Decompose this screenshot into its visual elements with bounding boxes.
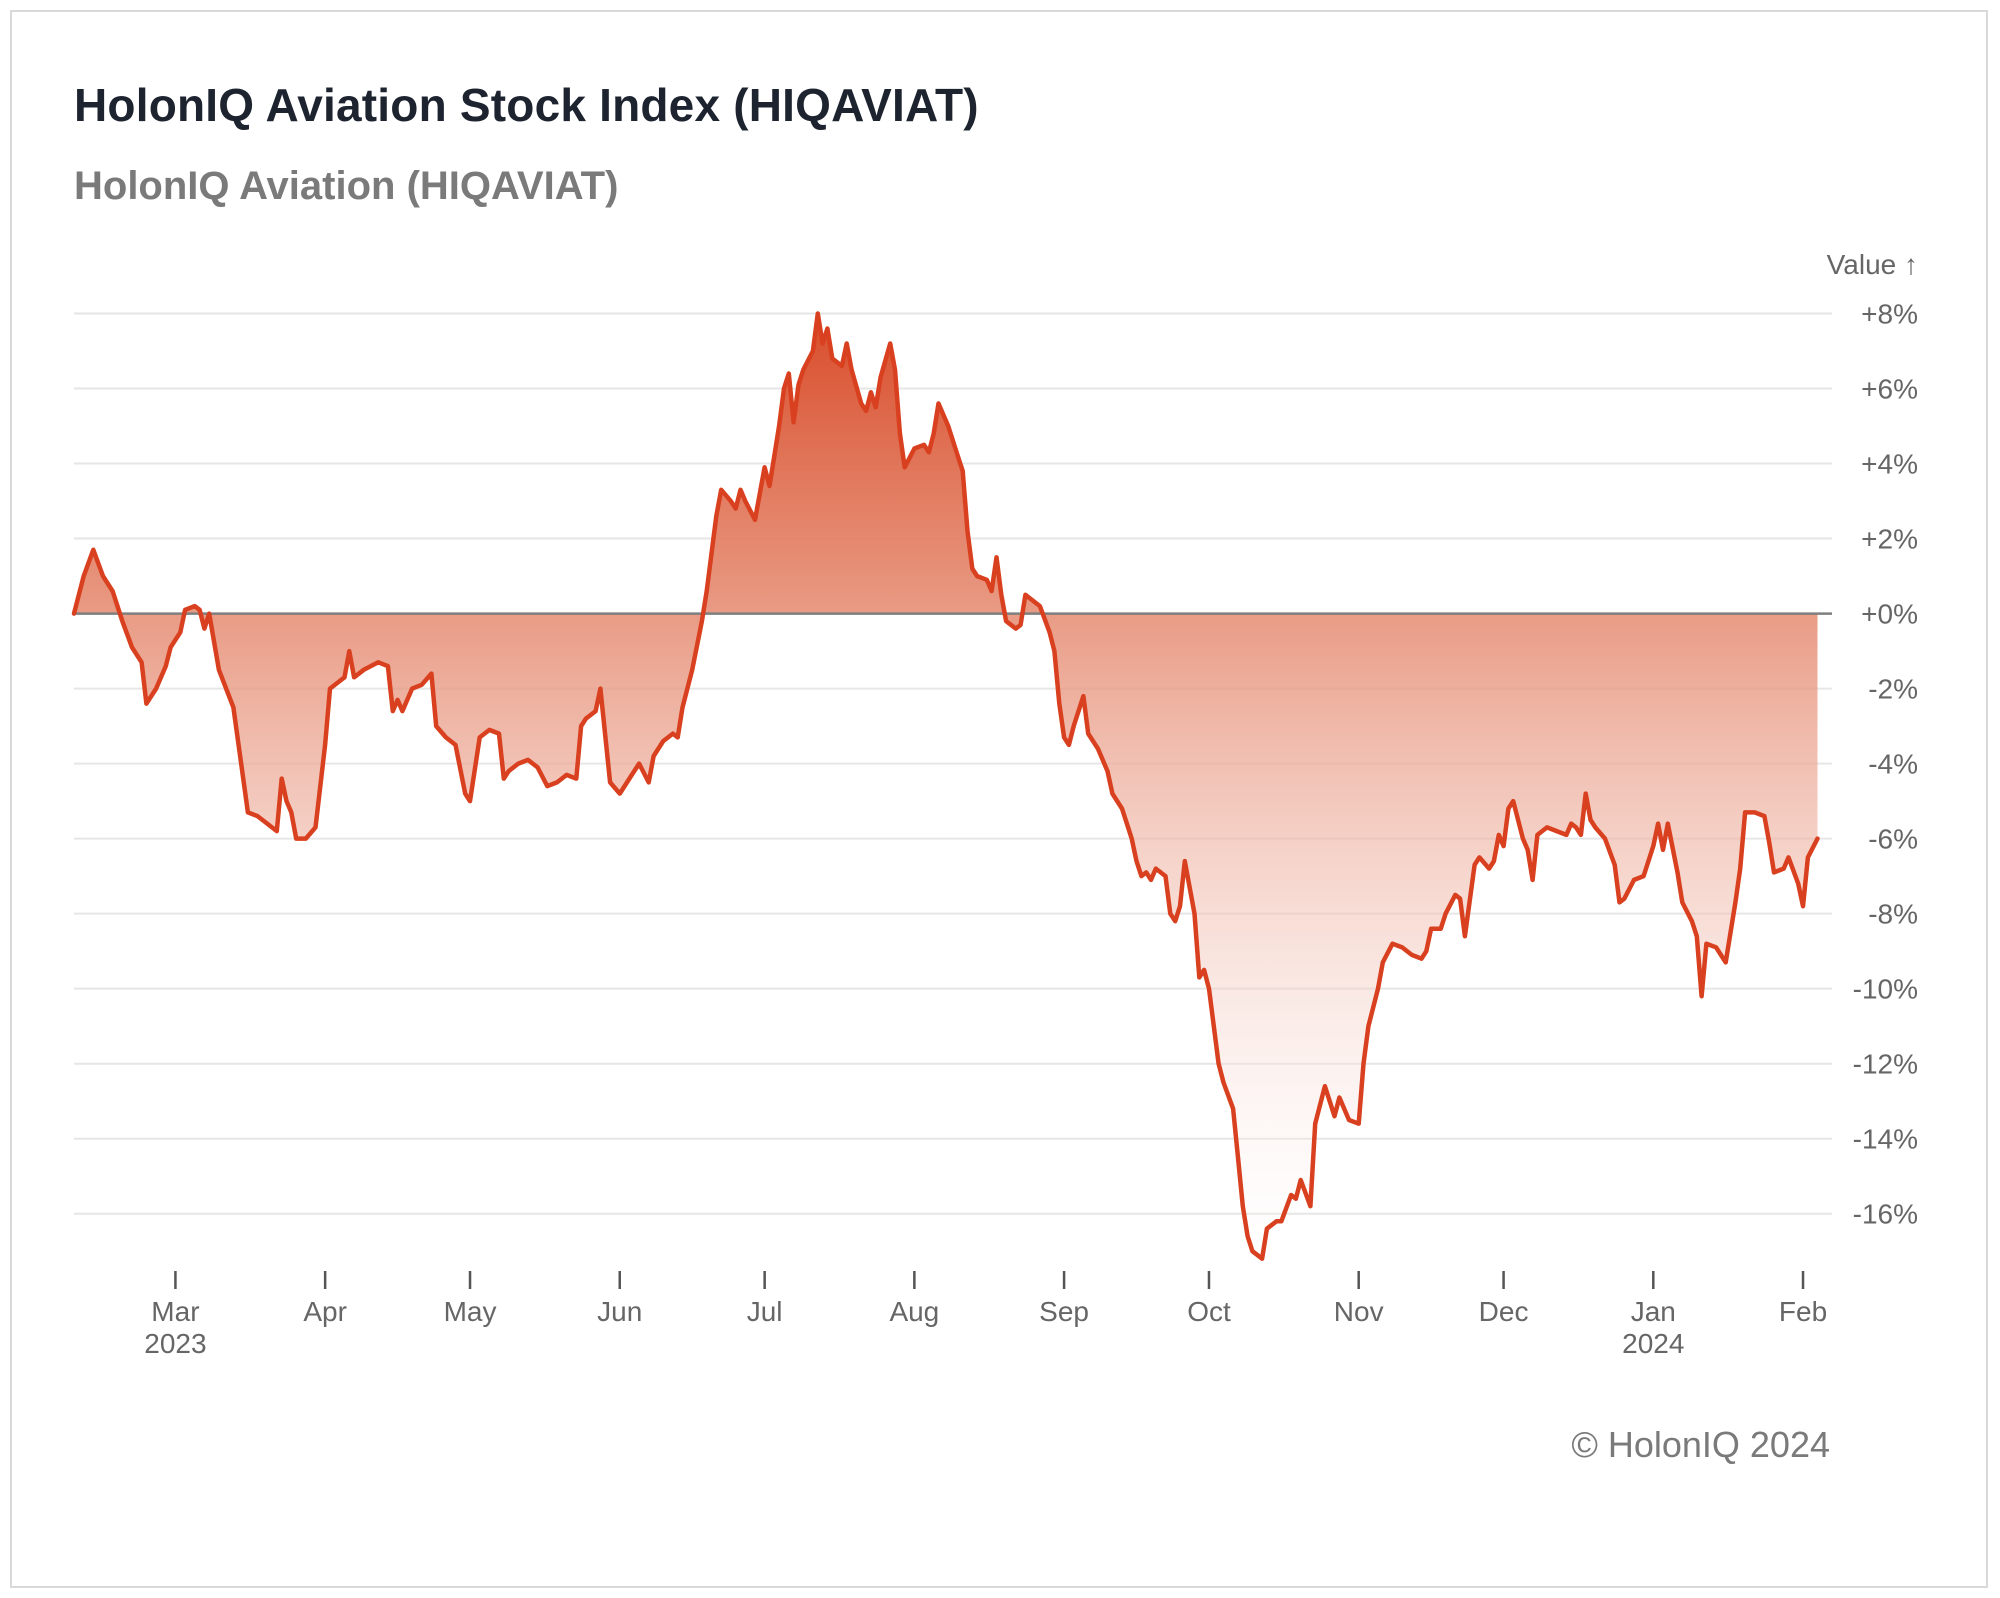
y-tick-label: -2% bbox=[1868, 674, 1918, 705]
y-tick-label: -4% bbox=[1868, 749, 1918, 780]
x-tick-label: Aug bbox=[889, 1296, 939, 1327]
series-area-fill bbox=[74, 313, 1818, 1259]
x-tick-label: Feb bbox=[1779, 1296, 1827, 1327]
y-tick-label: +6% bbox=[1861, 374, 1918, 405]
x-tick-label: Jan bbox=[1631, 1296, 1676, 1327]
x-tick-label: Nov bbox=[1334, 1296, 1384, 1327]
x-tick-label: Dec bbox=[1479, 1296, 1529, 1327]
x-tick-label: May bbox=[444, 1296, 497, 1327]
y-tick-label: -6% bbox=[1868, 824, 1918, 855]
y-tick-label: +8% bbox=[1861, 299, 1918, 330]
x-tick-label: Jun bbox=[597, 1296, 642, 1327]
x-tick-year-label: 2024 bbox=[1622, 1328, 1684, 1359]
y-tick-label: -16% bbox=[1853, 1199, 1918, 1230]
series-line bbox=[71, 311, 1820, 1261]
chart-title: HolonIQ Aviation Stock Index (HIQAVIAT) bbox=[74, 79, 979, 131]
y-tick-label: -10% bbox=[1853, 974, 1918, 1005]
y-axis-title: Value ↑ bbox=[1827, 249, 1918, 280]
y-tick-label: -14% bbox=[1853, 1124, 1918, 1155]
chart-subtitle: HolonIQ Aviation (HIQAVIAT) bbox=[74, 164, 619, 208]
y-tick-label: +0% bbox=[1861, 599, 1918, 630]
y-axis: Value ↑ +8% +6% +4% +2% +0% -2% -4% -6% -8% -10% -… bbox=[1827, 249, 1918, 1230]
y-tick-label: -8% bbox=[1868, 899, 1918, 930]
x-tick-label: Oct bbox=[1187, 1296, 1231, 1327]
x-tick-label: Sep bbox=[1039, 1296, 1089, 1327]
y-tick-label: +2% bbox=[1861, 524, 1918, 555]
x-tick-label: Jul bbox=[747, 1296, 783, 1327]
x-tick-label: Mar bbox=[151, 1296, 199, 1327]
x-tick-label: Apr bbox=[303, 1296, 347, 1327]
x-tick-year-label: 2023 bbox=[144, 1328, 206, 1359]
credit-text: © HolonIQ 2024 bbox=[1571, 1424, 1830, 1465]
y-tick-label: -12% bbox=[1853, 1049, 1918, 1080]
y-tick-label: +4% bbox=[1861, 449, 1918, 480]
